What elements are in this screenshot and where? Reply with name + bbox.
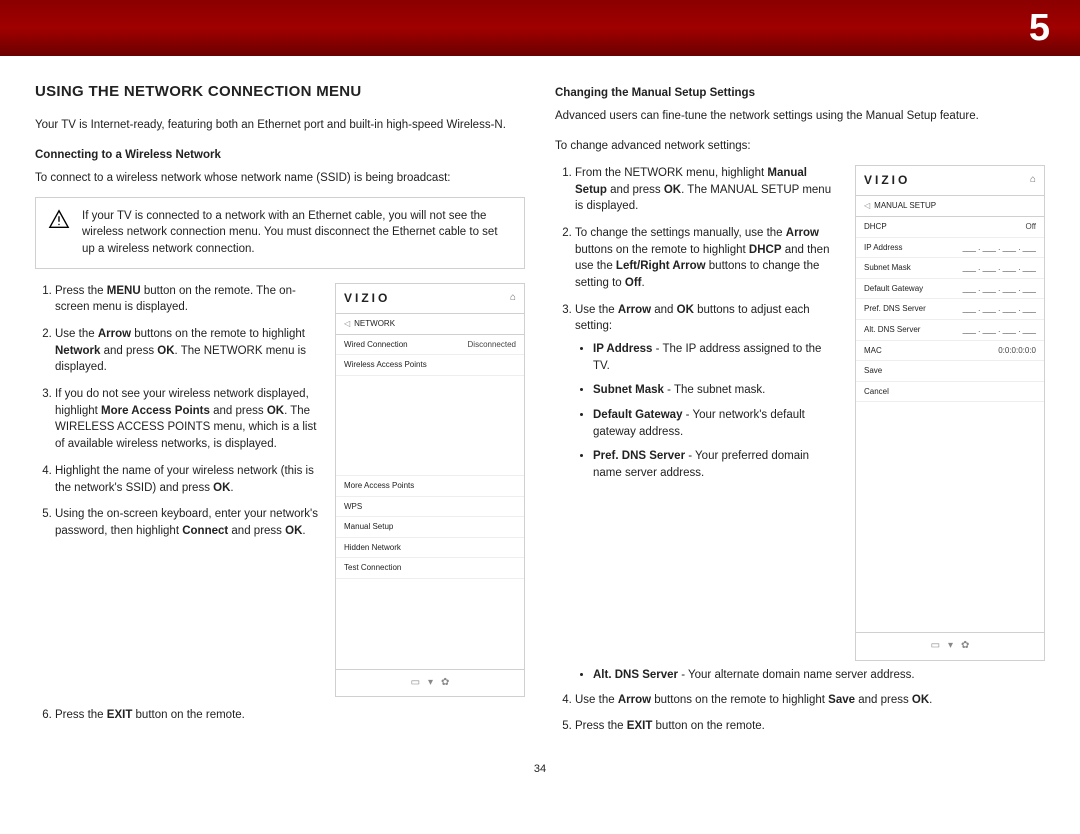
row-hidden: Hidden Network <box>336 538 524 559</box>
row-test: Test Connection <box>336 558 524 579</box>
vizio-brand-r: VIZIO <box>864 172 910 189</box>
row-save: Save <box>856 361 1044 382</box>
step-5: Using the on-screen keyboard, enter your… <box>55 506 321 539</box>
r-step-1: From the NETWORK menu, highlight Manual … <box>575 165 841 215</box>
down-arrow-icon-r: ▾ <box>948 639 953 654</box>
row-dhcp: DHCPOff <box>856 217 1044 238</box>
right-column: Changing the Manual Setup Settings Advan… <box>555 81 1045 745</box>
wide-icon: ▭ <box>411 676 420 691</box>
gear-icon: ✿ <box>441 676 449 691</box>
settings-bullets: IP Address - The IP address assigned to … <box>575 341 841 482</box>
row-mac: MAC0:0:0:0:0:0 <box>856 341 1044 362</box>
bullet-subnet: Subnet Mask - The subnet mask. <box>593 382 841 399</box>
network-menu-screenshot: VIZIO ⌂ ◁NETWORK Wired ConnectionDisconn… <box>335 283 525 698</box>
warning-box: If your TV is connected to a network wit… <box>35 197 525 269</box>
subsection-heading: Connecting to a Wireless Network <box>35 147 525 164</box>
r-step-2: To change the settings manually, use the… <box>575 225 841 292</box>
screen-breadcrumb: ◁NETWORK <box>336 314 524 335</box>
bullet-altdns: Alt. DNS Server - Your alternate domain … <box>593 667 1045 684</box>
header-bar: 5 <box>0 0 1080 56</box>
wap-list-spacer <box>336 376 524 476</box>
r-step-5: Press the EXIT button on the remote. <box>575 718 1045 735</box>
subsection-heading-right: Changing the Manual Setup Settings <box>555 85 1045 102</box>
row-altdns: Alt. DNS Server___ . ___ . ___ . ___ <box>856 320 1044 341</box>
bottom-spacer-r <box>856 402 1044 632</box>
bullet-prefdns: Pref. DNS Server - Your preferred domain… <box>593 448 841 481</box>
vizio-brand: VIZIO <box>344 290 390 307</box>
row-gateway: Default Gateway___ . ___ . ___ . ___ <box>856 279 1044 300</box>
warning-icon <box>48 208 70 236</box>
step-6-list: Press the EXIT button on the remote. <box>35 707 525 724</box>
step-1: Press the MENU button on the remote. The… <box>55 283 321 316</box>
screen-header-r: VIZIO ⌂ <box>856 166 1044 196</box>
screen-footer-r: ▭ ▾ ✿ <box>856 632 1044 660</box>
chapter-number: 5 <box>1029 7 1050 50</box>
steps-text-right: From the NETWORK menu, highlight Manual … <box>555 165 841 492</box>
intro-text-right: Advanced users can fine-tune the network… <box>555 108 1045 125</box>
row-wap: Wireless Access Points <box>336 355 524 376</box>
row-prefdns: Pref. DNS Server___ . ___ . ___ . ___ <box>856 299 1044 320</box>
screen-footer: ▭ ▾ ✿ <box>336 669 524 697</box>
lead-text-right: To change advanced network settings: <box>555 138 1045 155</box>
row-manual: Manual Setup <box>336 517 524 538</box>
r-step-3: Use the Arrow and OK buttons to adjust e… <box>575 302 841 482</box>
altdns-bullet-wrap: Alt. DNS Server - Your alternate domain … <box>555 667 1045 684</box>
row-subnet: Subnet Mask___ . ___ . ___ . ___ <box>856 258 1044 279</box>
wide-icon-r: ▭ <box>931 639 940 654</box>
back-arrow-icon: ◁ <box>344 318 350 330</box>
steps-list-right: From the NETWORK menu, highlight Manual … <box>555 165 841 482</box>
step-4: Highlight the name of your wireless netw… <box>55 463 321 496</box>
steps-block-left: Press the MENU button on the remote. The… <box>35 283 525 698</box>
manual-setup-screenshot: VIZIO ⌂ ◁MANUAL SETUP DHCPOff IP Address… <box>855 165 1045 661</box>
down-arrow-icon: ▾ <box>428 676 433 691</box>
section-heading: USING THE NETWORK CONNECTION MENU <box>35 81 525 103</box>
gear-icon-r: ✿ <box>961 639 969 654</box>
lead-text: To connect to a wireless network whose n… <box>35 170 525 187</box>
row-ip: IP Address___ . ___ . ___ . ___ <box>856 238 1044 259</box>
back-arrow-icon-r: ◁ <box>864 200 870 212</box>
step-6: Press the EXIT button on the remote. <box>55 707 525 724</box>
row-cancel: Cancel <box>856 382 1044 403</box>
bottom-spacer <box>336 579 524 669</box>
step-2: Use the Arrow buttons on the remote to h… <box>55 326 321 376</box>
step-3: If you do not see your wireless network … <box>55 386 321 453</box>
home-icon: ⌂ <box>510 291 516 306</box>
intro-text: Your TV is Internet-ready, featuring bot… <box>35 117 525 134</box>
row-wired: Wired ConnectionDisconnected <box>336 335 524 356</box>
row-wps: WPS <box>336 497 524 518</box>
page-number: 34 <box>0 755 1080 789</box>
warning-text: If your TV is connected to a network wit… <box>82 208 512 258</box>
screen-header: VIZIO ⌂ <box>336 284 524 314</box>
steps-4-5: Use the Arrow buttons on the remote to h… <box>555 692 1045 735</box>
bullet-gateway: Default Gateway - Your network's default… <box>593 407 841 440</box>
left-column: USING THE NETWORK CONNECTION MENU Your T… <box>35 81 525 745</box>
steps-block-right: From the NETWORK menu, highlight Manual … <box>555 165 1045 661</box>
steps-text-left: Press the MENU button on the remote. The… <box>35 283 321 550</box>
home-icon-r: ⌂ <box>1030 173 1036 188</box>
r-step-4: Use the Arrow buttons on the remote to h… <box>575 692 1045 709</box>
row-more: More Access Points <box>336 476 524 497</box>
bullet-ip: IP Address - The IP address assigned to … <box>593 341 841 374</box>
content: USING THE NETWORK CONNECTION MENU Your T… <box>0 56 1080 755</box>
steps-list-left: Press the MENU button on the remote. The… <box>35 283 321 540</box>
screen-breadcrumb-r: ◁MANUAL SETUP <box>856 196 1044 217</box>
